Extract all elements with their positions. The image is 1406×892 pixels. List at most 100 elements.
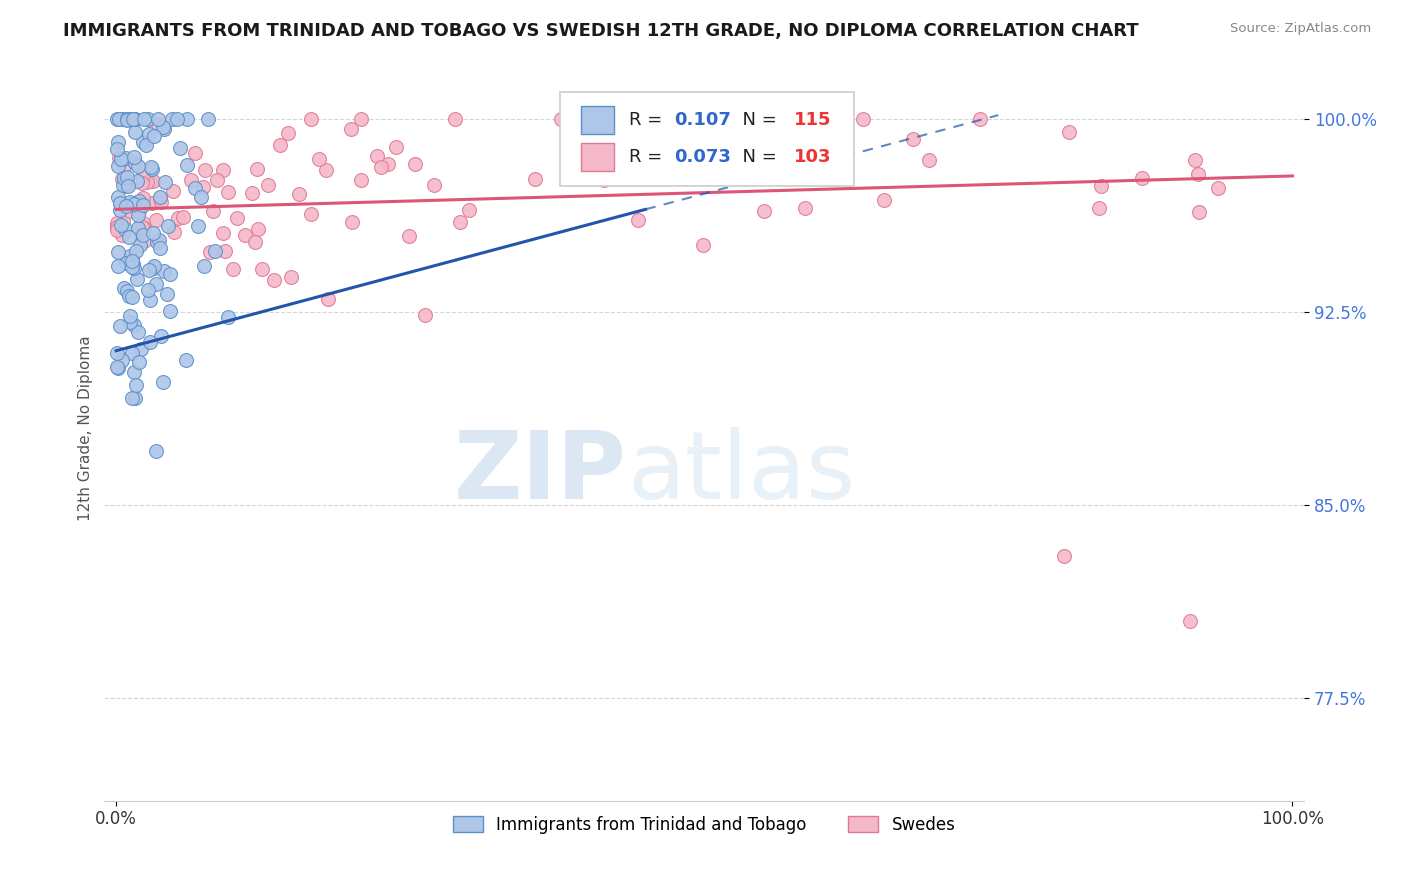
Point	[152, 376, 174, 390]
Point	[107, 159, 129, 173]
Point	[110, 152, 132, 166]
Point	[124, 365, 146, 379]
Bar	[581, 106, 614, 134]
Point	[128, 203, 150, 218]
FancyBboxPatch shape	[561, 93, 855, 186]
Point	[122, 256, 145, 270]
Point	[138, 127, 160, 141]
Point	[110, 203, 132, 218]
Point	[443, 112, 465, 127]
Point	[124, 156, 146, 170]
Text: N =: N =	[731, 148, 782, 166]
Point	[269, 138, 291, 153]
Point	[149, 190, 172, 204]
Point	[122, 260, 145, 275]
Point	[107, 135, 129, 149]
Point	[136, 283, 159, 297]
Point	[121, 252, 143, 267]
Point	[105, 220, 128, 235]
Point	[105, 223, 128, 237]
Point	[136, 112, 159, 127]
Point	[124, 112, 146, 127]
Text: 0.073: 0.073	[675, 148, 731, 166]
Point	[115, 179, 138, 194]
Point	[201, 203, 224, 218]
Point	[105, 142, 128, 156]
Point	[340, 215, 363, 229]
Point	[156, 286, 179, 301]
Point	[761, 144, 783, 158]
Point	[162, 185, 184, 199]
Point	[754, 203, 776, 218]
Point	[377, 157, 399, 171]
Point	[124, 150, 146, 164]
Text: atlas: atlas	[627, 426, 856, 518]
Point	[550, 112, 572, 127]
Point	[143, 129, 166, 144]
Point	[350, 112, 373, 127]
Point	[138, 293, 160, 307]
Point	[214, 244, 236, 258]
Point	[127, 208, 149, 222]
Point	[135, 138, 157, 153]
Point	[142, 226, 165, 240]
Point	[240, 186, 263, 201]
Point	[692, 238, 714, 252]
Point	[145, 277, 167, 291]
Point	[125, 174, 148, 188]
Point	[118, 194, 141, 209]
Point	[142, 259, 165, 273]
Point	[413, 309, 436, 323]
Point	[257, 178, 280, 192]
Point	[153, 264, 176, 278]
Point	[125, 244, 148, 259]
Point	[141, 161, 163, 175]
Point	[127, 159, 149, 173]
Point	[121, 112, 143, 127]
Point	[121, 346, 143, 360]
Point	[124, 391, 146, 405]
Point	[250, 262, 273, 277]
Point	[212, 227, 235, 241]
Point	[458, 202, 481, 217]
Point	[127, 325, 149, 339]
Point	[184, 146, 207, 161]
Point	[112, 281, 135, 295]
Point	[366, 149, 388, 163]
Text: R =: R =	[628, 148, 668, 166]
Point	[1057, 125, 1080, 139]
Point	[105, 346, 128, 360]
Point	[107, 244, 129, 259]
Point	[132, 169, 155, 183]
Point	[1188, 205, 1211, 219]
Point	[121, 254, 143, 268]
Point	[145, 443, 167, 458]
Point	[644, 128, 666, 142]
Legend: Immigrants from Trinidad and Tobago, Swedes: Immigrants from Trinidad and Tobago, Swe…	[446, 809, 962, 840]
Point	[125, 272, 148, 286]
Point	[385, 140, 408, 154]
Point	[112, 159, 135, 173]
Point	[132, 135, 155, 149]
Point	[152, 120, 174, 134]
Point	[280, 270, 302, 285]
Point	[117, 178, 139, 193]
Point	[1130, 171, 1153, 186]
Point	[404, 157, 426, 171]
Point	[245, 235, 267, 250]
Point	[1178, 614, 1201, 628]
Point	[852, 112, 875, 127]
Point	[129, 343, 152, 357]
Point	[122, 112, 145, 127]
Point	[114, 221, 136, 235]
Point	[124, 125, 146, 139]
Y-axis label: 12th Grade, No Diploma: 12th Grade, No Diploma	[79, 335, 93, 521]
Point	[1187, 167, 1209, 181]
Point	[350, 172, 373, 186]
Point	[114, 199, 136, 213]
Point	[132, 197, 155, 211]
Point	[124, 112, 146, 127]
Point	[308, 153, 330, 167]
Point	[125, 378, 148, 392]
Point	[176, 158, 198, 172]
